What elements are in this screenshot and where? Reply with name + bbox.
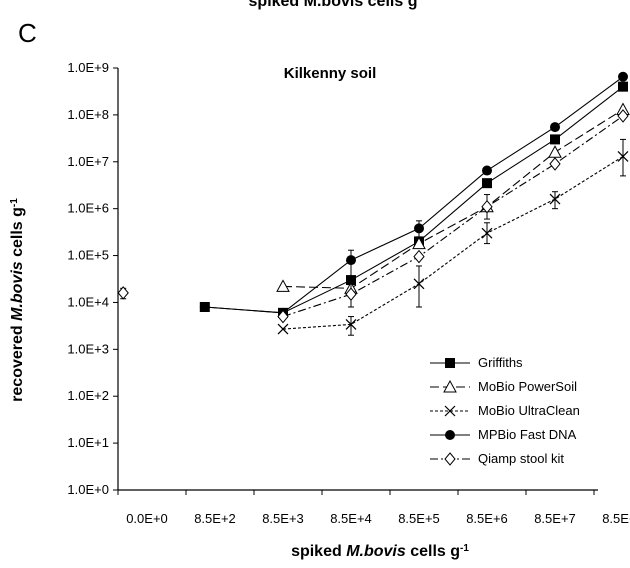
data-point-mpbio-fast-dna <box>550 122 560 133</box>
data-point-griffiths <box>618 81 628 92</box>
data-point-mobio-ultraclean <box>345 318 357 330</box>
data-point-mobio-ultraclean <box>413 278 425 290</box>
legend-swatch-marker <box>445 430 455 440</box>
y-tick-label: 1.0E+9 <box>67 60 109 75</box>
x-tick-label: 0.0E+0 <box>126 511 168 526</box>
legend-label-mobio-ultraclean: MoBio UltraClean <box>478 403 580 418</box>
top-cutoff-label: spiked M.bovis cells g <box>249 0 418 10</box>
series-griffiths <box>199 81 628 318</box>
y-tick-label: 1.0E+6 <box>67 201 109 216</box>
legend-entry-mobio-ultraclean: MoBio UltraClean <box>430 403 580 418</box>
y-axis-label: recovered M.bovis cells g-1 <box>9 198 27 402</box>
data-point-mpbio-fast-dna <box>199 301 210 312</box>
legend-swatch-marker <box>443 379 457 393</box>
data-point-mobio-ultraclean <box>549 193 561 205</box>
data-point-mobio-ultraclean-stroke <box>277 323 289 335</box>
data-point-mobio-powersoil <box>412 236 426 250</box>
series-mobio-powersoil <box>276 102 630 294</box>
data-point-mobio-ultraclean <box>277 323 289 335</box>
x-tick-label: 8.5E+7 <box>534 511 576 526</box>
legend-swatch-marker <box>445 358 455 368</box>
data-point-mobio-ultraclean <box>617 151 629 162</box>
data-point-griffiths <box>482 178 492 189</box>
data-point-mpbio-fast-dna <box>618 71 628 82</box>
data-point-mobio-ultraclean-stroke <box>549 193 561 205</box>
legend-swatch-marker <box>444 405 456 417</box>
y-tick-label: 1.0E+2 <box>67 388 109 403</box>
legend-label-qiamp-stool-kit: Qiamp stool kit <box>478 451 564 466</box>
legend-entry-mpbio-fast-dna: MPBio Fast DNA <box>430 427 577 442</box>
legend-swatch-marker <box>444 452 456 466</box>
series-line-mobio-ultraclean <box>282 155 624 330</box>
data-point-qiamp-stool-kit <box>345 287 357 301</box>
legend: Griffiths MoBio PowerSoil MoBio UltraClean… <box>430 355 580 466</box>
y-tick-label: 1.0E+4 <box>67 294 109 309</box>
panel-letter: C <box>18 18 37 48</box>
data-point-mobio-ultraclean-stroke <box>617 151 629 162</box>
data-point-mobio-ultraclean-stroke <box>345 318 357 330</box>
chart-title: Kilkenny soil <box>284 65 377 82</box>
legend-entry-qiamp-stool-kit: Qiamp stool kit <box>430 451 564 466</box>
x-axis-label: spiked M.bovis cells g-1 <box>291 543 469 561</box>
legend-entry-griffiths: Griffiths <box>430 355 523 370</box>
series-mobio-ultraclean <box>277 138 629 336</box>
data-point-mpbio-fast-dna <box>414 223 424 234</box>
data-point-mobio-ultraclean-stroke <box>481 227 493 239</box>
data-point-mpbio-fast-dna <box>482 165 492 176</box>
series-line-mobio-powersoil <box>282 109 624 289</box>
series-qiamp-stool-kit <box>277 109 629 324</box>
plot-series <box>117 71 630 336</box>
x-tick-label: 8.5E+6 <box>466 511 508 526</box>
x-axis: 0.0E+0 8.5E+2 8.5E+3 8.5E+4 8.5E+5 8.5E+6 8.5E… <box>117 489 630 526</box>
x-tick-label: 8.5E+5 <box>398 511 440 526</box>
data-point-mobio-ultraclean-stroke <box>413 278 425 290</box>
legend-label-mobio-powersoil: MoBio PowerSoil <box>478 379 577 394</box>
error-bar-mobio-ultraclean <box>552 191 558 210</box>
data-point-mpbio-fast-dna <box>346 255 356 266</box>
series-mpbio-fast-dna <box>199 71 628 318</box>
x-tick-label: 8.5E+8 <box>602 511 630 526</box>
data-point-griffiths <box>550 134 560 145</box>
y-tick-label: 1.0E+7 <box>67 154 109 169</box>
y-axis: 1.0E+0 1.0E+1 1.0E+2 1.0E+3 1.0E+4 1.0E+5 1.0E… <box>67 60 119 497</box>
y-tick-label: 1.0E+1 <box>67 435 109 450</box>
x-tick-label: 8.5E+4 <box>330 511 372 526</box>
control-data-point <box>117 286 129 300</box>
error-bar-mobio-ultraclean <box>348 316 354 336</box>
x-tick-label: 8.5E+2 <box>194 511 236 526</box>
series-line-qiamp-stool-kit <box>282 115 624 318</box>
error-bar-mobio-ultraclean <box>620 138 626 177</box>
data-point-qiamp-stool-kit <box>481 199 493 214</box>
data-point-mobio-ultraclean <box>481 227 493 239</box>
data-point-mobio-powersoil <box>276 279 290 292</box>
data-point-qiamp-stool-kit <box>549 157 561 171</box>
legend-entry-mobio-powersoil: MoBio PowerSoil <box>430 379 577 394</box>
data-point-mobio-powersoil <box>548 145 562 158</box>
y-tick-label: 1.0E+8 <box>67 107 109 122</box>
data-point-qiamp-stool-kit <box>413 249 425 264</box>
x-tick-label: 8.5E+3 <box>262 511 304 526</box>
data-point-qiamp-stool-kit <box>617 109 629 123</box>
series-line-mpbio-fast-dna <box>204 76 624 314</box>
data-point-qiamp-stool-kit <box>277 309 289 324</box>
y-tick-label: 1.0E+0 <box>67 482 109 497</box>
y-tick-label: 1.0E+5 <box>67 248 109 263</box>
legend-swatch-marker-stroke <box>444 405 456 417</box>
y-tick-label: 1.0E+3 <box>67 341 109 356</box>
error-bar-mobio-ultraclean <box>416 265 422 308</box>
legend-label-griffiths: Griffiths <box>478 355 523 370</box>
legend-label-mpbio-fast-dna: MPBio Fast DNA <box>478 427 577 442</box>
